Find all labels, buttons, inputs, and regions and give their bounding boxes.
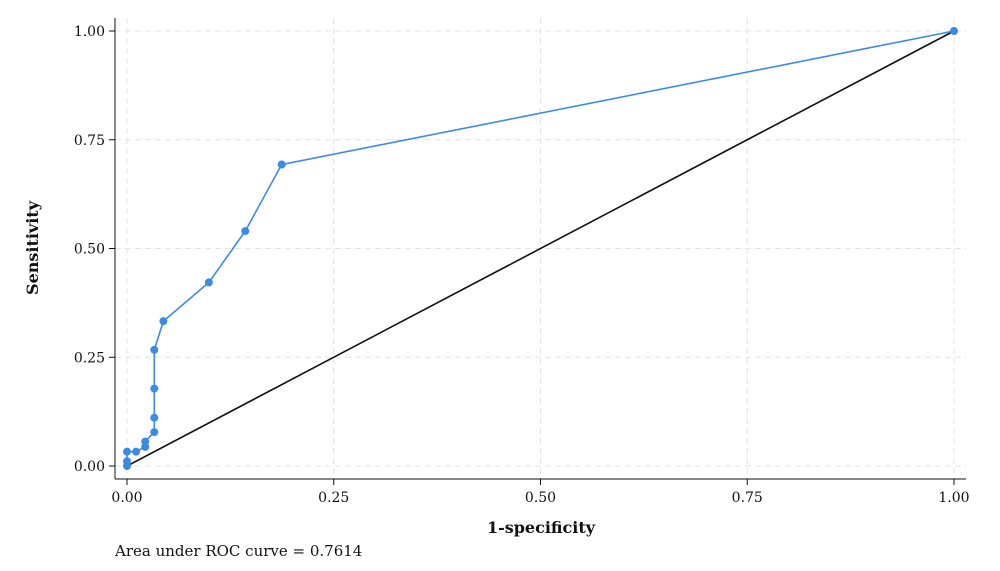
x-tick-label: 0.25 — [318, 490, 349, 506]
x-tick-label: 0.00 — [111, 490, 142, 506]
ticks-layer: 0.00 0.25 0.50 0.75 1.00 0.00 0.25 0.50 0.75 1.00 — [74, 24, 970, 506]
grid-layer — [115, 18, 966, 479]
auc-annotation: Area under ROC curve = 0.7614 — [114, 542, 362, 560]
series-layer — [123, 27, 958, 470]
x-tick-label: 0.50 — [525, 490, 556, 506]
roc-point — [123, 457, 131, 466]
y-tick-label: 0.00 — [74, 459, 105, 475]
roc-point — [141, 437, 150, 446]
roc-point — [950, 27, 958, 35]
y-tick-label: 0.75 — [74, 133, 105, 149]
roc-point — [277, 160, 286, 169]
x-axis-title: 1-specificity — [487, 518, 596, 537]
roc-point — [123, 447, 131, 456]
roc-point — [132, 447, 141, 456]
y-tick-label: 0.25 — [74, 350, 105, 366]
y-tick-label: 0.50 — [74, 242, 105, 258]
x-tick-label: 1.00 — [938, 490, 969, 506]
roc-point — [204, 278, 213, 287]
roc-point — [150, 345, 159, 354]
roc-point — [150, 413, 159, 422]
reference-diagonal-line — [126, 30, 955, 467]
roc-point — [150, 428, 159, 437]
reference-line-layer — [126, 30, 955, 467]
roc-point — [159, 317, 168, 326]
roc-point — [241, 227, 250, 236]
y-axis-title: Sensitivity — [23, 200, 42, 295]
roc-point — [150, 384, 159, 393]
x-tick-label: 0.75 — [732, 490, 763, 506]
y-tick-label: 1.00 — [74, 24, 105, 40]
